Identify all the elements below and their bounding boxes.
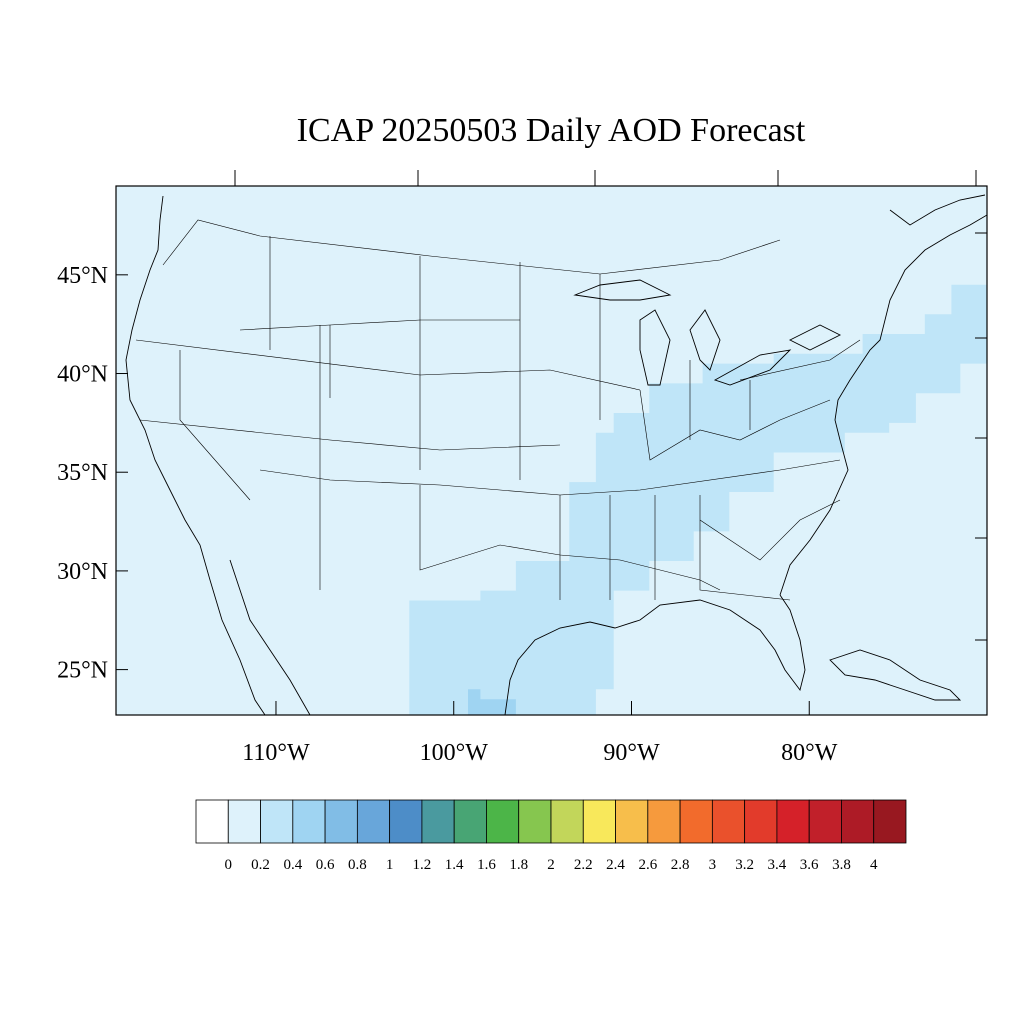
coastlines	[125, 194, 987, 715]
colorbar-label: 2.2	[574, 857, 593, 873]
aod-region-pacific-northwest-patch	[36, 186, 72, 235]
colorbar-label: 1.6	[477, 857, 496, 873]
colorbar-label: 4	[870, 857, 878, 873]
lon-tick-label: 100°W	[420, 740, 489, 766]
lat-tick-label: 35°N	[57, 460, 108, 486]
colorbar-swatch	[711, 799, 746, 844]
map-frame	[115, 185, 988, 716]
map-axis-ticks: 45°N 40°N 35°N 30°N 25°N 110°W 100°W 90°W 80°W	[57, 170, 987, 766]
aod-region-south-texas-patch	[468, 689, 516, 715]
colorbar-swatch	[260, 799, 294, 844]
colorbar-label: 0.2	[251, 857, 270, 873]
lat-tick-label: 25°N	[57, 658, 108, 684]
colorbar-swatch	[195, 799, 229, 844]
colorbar-label: 1.8	[509, 857, 528, 873]
baja-gulf-coast	[229, 559, 311, 715]
colorbar-label: 0.4	[283, 857, 302, 873]
lon-tick-label: 90°W	[603, 740, 660, 766]
colorbar-swatch	[550, 799, 584, 844]
colorbar-swatch	[518, 799, 552, 844]
colorbar-label: 3.2	[735, 857, 754, 873]
colorbar-swatch	[453, 799, 487, 844]
lat-tick-label: 45°N	[57, 263, 108, 289]
northeast-canada-coast	[889, 194, 986, 226]
colorbar-swatch	[679, 799, 713, 844]
map-title: ICAP 20250503 Daily AOD Forecast	[297, 112, 806, 149]
colorbar-swatch	[227, 799, 261, 844]
colorbar-swatch	[582, 799, 616, 844]
lat-tick-label: 30°N	[57, 559, 108, 585]
colorbar-label: 3.4	[768, 857, 787, 873]
colorbar-swatch	[389, 799, 423, 844]
aod-colorbar: 0 0.2 0.4 0.6 0.8 1 1.2 1.4 1.6 1.8 2 2.2 2.4 2.6 2.8 3…	[195, 799, 907, 873]
colorbar-label: 3.8	[832, 857, 851, 873]
colorbar-swatch	[486, 799, 520, 844]
colorbar-swatch	[356, 799, 391, 844]
state-borders	[135, 219, 861, 601]
pacific-coast	[125, 195, 266, 715]
colorbar-swatch	[744, 799, 778, 844]
colorbar-swatch	[615, 799, 649, 844]
great-lakes	[573, 279, 842, 386]
colorbar-label: 3	[709, 857, 717, 873]
colorbar-swatch	[647, 799, 681, 844]
colorbar-label: 1.4	[445, 857, 464, 873]
colorbar-label: 2.6	[638, 857, 657, 873]
atlantic-coast	[779, 214, 987, 596]
colorbar-label: 0.6	[316, 857, 335, 873]
colorbar-swatch	[421, 799, 455, 844]
colorbar-swatch	[841, 799, 875, 844]
lon-tick-label: 110°W	[242, 740, 310, 766]
colorbar-swatch	[808, 799, 842, 844]
gulf-coast	[504, 594, 806, 715]
colorbar-label: 2.8	[671, 857, 690, 873]
colorbar-label: 1.2	[413, 857, 432, 873]
colorbar-label: 0.8	[348, 857, 367, 873]
colorbar-label: 1	[386, 857, 394, 873]
colorbar-label: 2	[547, 857, 555, 873]
cuba-coast	[829, 649, 962, 701]
colorbar-swatch	[776, 799, 810, 844]
colorbar-swatch	[292, 799, 326, 844]
lon-tick-label: 80°W	[781, 740, 838, 766]
colorbar-swatch	[324, 799, 358, 844]
colorbar-label: 2.4	[606, 857, 625, 873]
map-panel: 45°N 40°N 35°N 30°N 25°N 110°W 100°W 90°W 80°W	[36, 170, 988, 766]
colorbar-label: 0	[225, 857, 233, 873]
lat-tick-label: 40°N	[57, 362, 108, 388]
colorbar-label: 3.6	[800, 857, 819, 873]
colorbar-swatch	[873, 799, 907, 844]
